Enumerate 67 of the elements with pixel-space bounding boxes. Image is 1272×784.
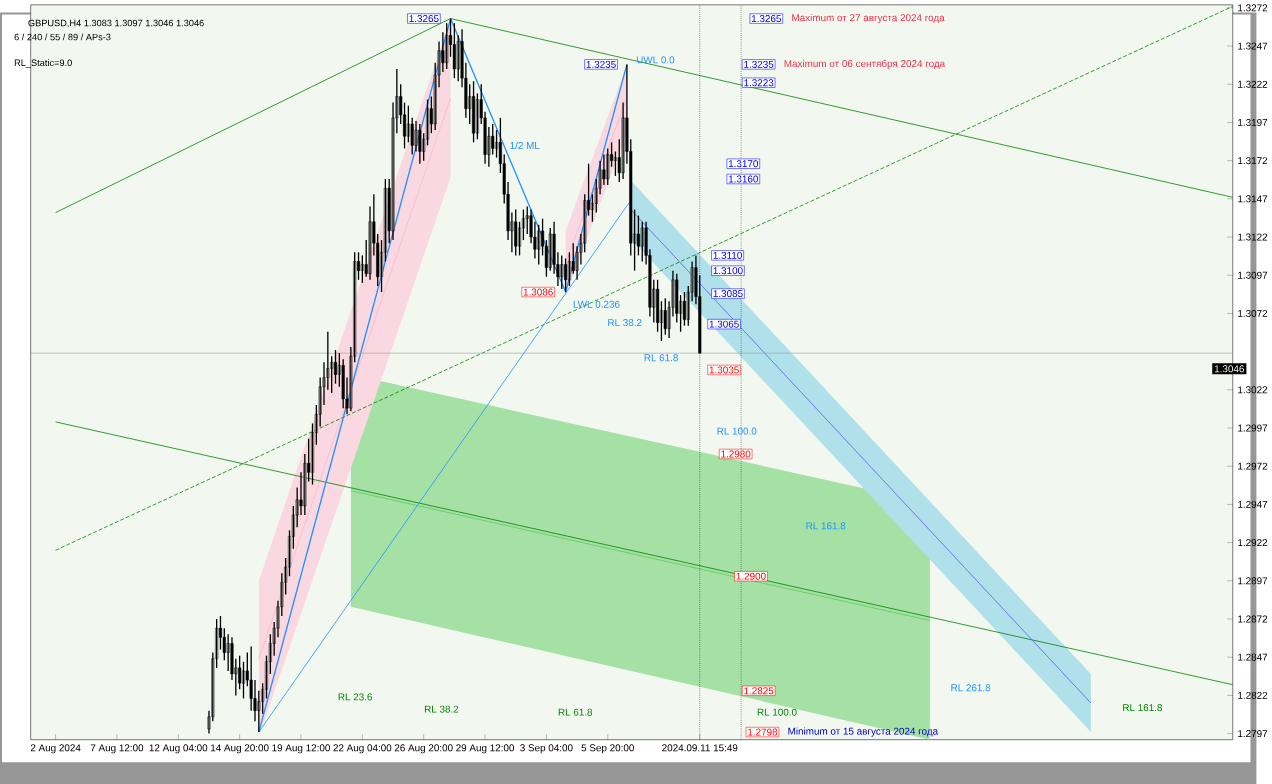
annotation: Maximum от 27 августа 2024 года xyxy=(792,13,945,24)
x-tick-label: 2024.09.11 15:49 xyxy=(662,744,738,752)
annotation: RL 61.8 xyxy=(558,708,593,716)
annotation: RL 100.0 xyxy=(717,427,757,435)
text: GBPUSD,H4 1.3083 1.3097 1.3046 1.3046 xyxy=(28,19,204,28)
annotation: RL 161.8 xyxy=(1123,704,1163,712)
y-tick-label: 1.2972 xyxy=(1238,462,1268,470)
x-tick-label: 29 Aug 12:00 xyxy=(456,744,515,754)
y-tick-label: 1.2847 xyxy=(1238,653,1268,661)
annotation: 1.2980 xyxy=(721,450,751,458)
x-tick-label: 22 Aug 04:00 xyxy=(333,744,392,754)
annotation: 1.3065 xyxy=(709,320,739,328)
annotation: 1.3170 xyxy=(728,160,759,168)
annotation: RL 161.8 xyxy=(806,522,846,530)
y-tick-label: 1.3247 xyxy=(1238,42,1268,50)
y-tick-label: 1.3172 xyxy=(1238,157,1268,165)
annotation: 1.3235 xyxy=(744,60,774,68)
y-tick-label: 1.2947 xyxy=(1238,500,1268,508)
y-tick-label: 1.2797 xyxy=(1238,730,1268,738)
x-tick-label: 3 Sep 04:00 xyxy=(520,744,573,754)
annotation: Maximum от 06 сентября 2024 года xyxy=(784,59,946,70)
annotation: 1.3223 xyxy=(744,79,774,87)
annotation: RL 100.0 xyxy=(757,708,797,716)
y-tick-label: 1.2897 xyxy=(1238,577,1268,585)
y-tick-label: 1.3197 xyxy=(1238,118,1268,126)
y-tick-label: 1.3147 xyxy=(1238,195,1268,203)
x-tick-label: 5 Sep 20:00 xyxy=(581,744,634,754)
annotation: UWL 0.0 xyxy=(636,56,675,64)
y-tick-label: 1.2997 xyxy=(1238,424,1268,432)
annotation: 1.3110 xyxy=(713,251,742,259)
y-tick-label: 1.3097 xyxy=(1238,271,1268,279)
annotation: 1.2825 xyxy=(744,687,774,695)
annotation: RL 38.2 xyxy=(608,319,642,327)
annotation: 1.3160 xyxy=(728,175,759,183)
annotation: 1.3085 xyxy=(713,290,743,298)
text: 6 / 240 / 55 / 89 / APs-3 xyxy=(14,33,111,41)
annotation: RL_Static=9.0 xyxy=(14,59,72,68)
y-tick-label: 1.3072 xyxy=(1238,309,1268,317)
annotation: RL 61.8 xyxy=(644,354,678,362)
x-tick-label: 12 Aug 04:00 xyxy=(149,744,208,754)
annotation: RL 23.6 xyxy=(338,693,373,701)
y-tick-label: 1.3272 xyxy=(1238,4,1268,12)
annotation: LWL 0.236 xyxy=(573,300,620,308)
x-tick-label: 26 Aug 20:00 xyxy=(394,744,453,754)
annotation: 1.2900 xyxy=(736,572,766,580)
y-tick-label: 1.3222 xyxy=(1238,80,1268,88)
y-tick-label: 1.3022 xyxy=(1238,386,1268,394)
annotation: Minimum от 15 августа 2024 года xyxy=(788,727,939,737)
annotation: 1.3265 xyxy=(409,15,439,23)
annotation: 1.3035 xyxy=(709,366,739,374)
annotation: RL 38.2 xyxy=(424,705,459,713)
annotation: 1.3265 xyxy=(751,15,781,23)
x-tick-label: 2 Aug 2024 xyxy=(30,744,81,754)
annotation: 1/2 ML xyxy=(510,141,540,150)
x-tick-label: 14 Aug 20:00 xyxy=(211,744,269,754)
annotation: 1.2798 xyxy=(748,728,778,736)
annotation: 1.3100 xyxy=(713,267,743,275)
annotation: 1.3086 xyxy=(523,288,553,296)
annotation: 1.3235 xyxy=(586,60,616,68)
y-tick-label: 1.2922 xyxy=(1238,539,1268,547)
x-tick-label: 7 Aug 12:00 xyxy=(90,744,144,754)
annotation: RL 261.8 xyxy=(951,684,991,692)
y-tick-label: 1.2872 xyxy=(1238,615,1268,623)
ref-line-label: 1.3046 xyxy=(1214,365,1244,373)
x-tick-label: 19 Aug 12:00 xyxy=(272,744,330,754)
y-tick-label: 1.2822 xyxy=(1238,691,1268,699)
y-tick-label: 1.3122 xyxy=(1238,233,1268,241)
